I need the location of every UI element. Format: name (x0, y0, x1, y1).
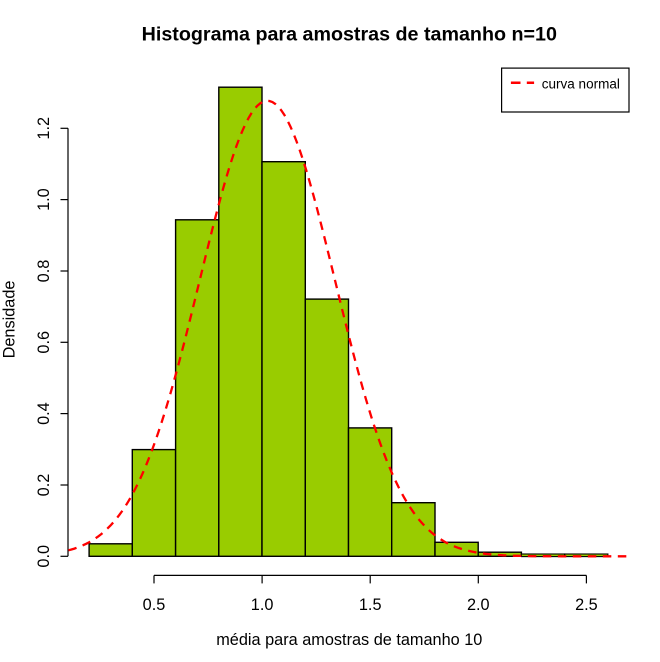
svg-text:0.5: 0.5 (143, 596, 166, 614)
svg-text:Histograma para amostras de ta: Histograma para amostras de tamanho n=10 (142, 24, 557, 46)
svg-text:média para amostras de tamanho: média para amostras de tamanho 10 (216, 631, 482, 649)
svg-text:1.5: 1.5 (359, 596, 382, 614)
svg-text:0.2: 0.2 (35, 474, 53, 497)
svg-text:1.0: 1.0 (35, 188, 53, 211)
svg-text:curva normal: curva normal (542, 77, 620, 92)
svg-text:2.0: 2.0 (467, 596, 490, 614)
svg-text:0.8: 0.8 (35, 260, 53, 283)
svg-text:1.0: 1.0 (251, 596, 274, 614)
svg-text:0.4: 0.4 (35, 402, 53, 425)
svg-text:0.0: 0.0 (35, 545, 53, 568)
svg-text:Densidade: Densidade (1, 281, 19, 359)
svg-text:0.6: 0.6 (35, 331, 53, 354)
svg-text:2.5: 2.5 (575, 596, 598, 614)
svg-text:1.2: 1.2 (35, 117, 53, 140)
